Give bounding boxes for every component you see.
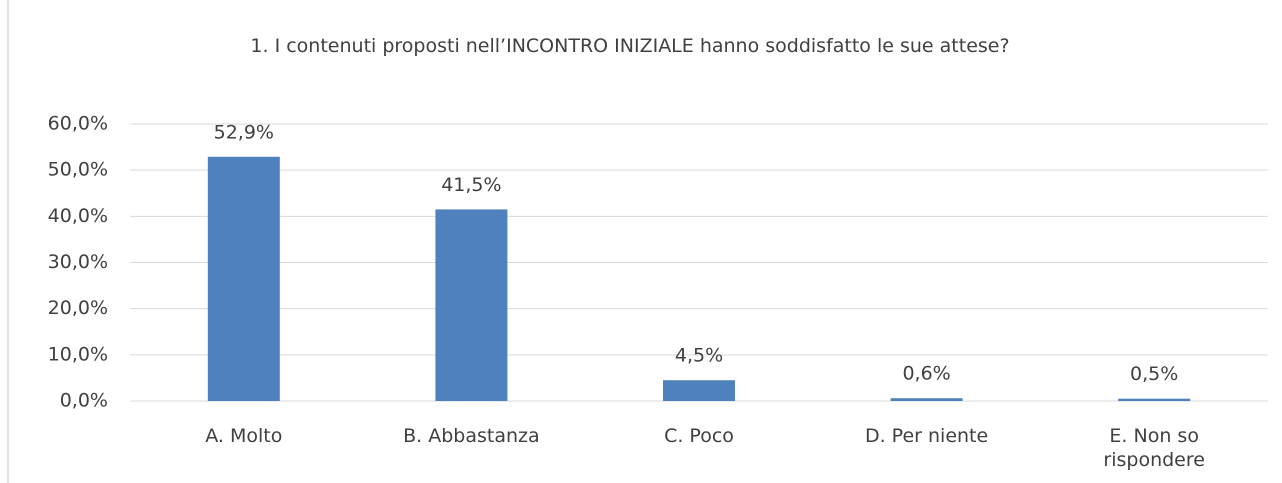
y-tick-label: 10,0% bbox=[48, 343, 108, 365]
chart-frame bbox=[7, 0, 9, 483]
bar bbox=[663, 380, 735, 401]
chart-title: 1. I contenuti proposti nell’INCONTRO IN… bbox=[250, 35, 1010, 57]
data-label: 0,5% bbox=[1130, 363, 1178, 385]
bar bbox=[890, 398, 963, 401]
x-tick-label: C. Poco bbox=[664, 425, 734, 447]
x-tick-label: E. Non so rispondere bbox=[1103, 425, 1205, 471]
data-label: 4,5% bbox=[675, 345, 723, 367]
data-label: 41,5% bbox=[441, 174, 501, 196]
data-label: 0,6% bbox=[902, 363, 950, 385]
x-tick-label: D. Per niente bbox=[864, 425, 989, 447]
y-tick-label: 60,0% bbox=[48, 113, 108, 135]
y-tick-label: 0,0% bbox=[60, 390, 108, 412]
y-tick-label: 40,0% bbox=[48, 205, 108, 227]
x-tick-label: B. Abbastanza bbox=[403, 425, 540, 447]
data-label: 52,9% bbox=[214, 121, 274, 143]
y-tick-label: 20,0% bbox=[48, 297, 108, 319]
y-tick-label: 50,0% bbox=[48, 159, 108, 181]
x-tick-label: A. Molto bbox=[205, 425, 283, 447]
bar bbox=[1118, 398, 1191, 401]
y-tick-label: 30,0% bbox=[48, 251, 108, 273]
bar bbox=[435, 209, 508, 401]
bar bbox=[207, 156, 280, 401]
